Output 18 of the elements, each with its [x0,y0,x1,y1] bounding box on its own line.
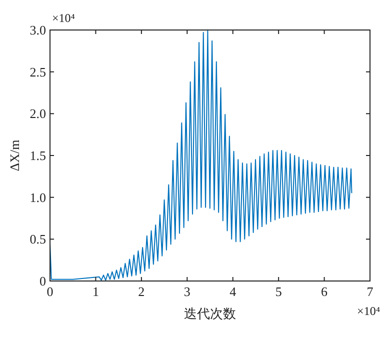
x-tick-label: 6 [321,284,328,299]
y-tick-label: 0.5 [30,232,46,247]
y-tick-label: 0 [40,274,46,288]
x-tick-label: 7 [366,284,374,299]
x-tick-label: 4 [230,284,237,299]
x-tick-label: 5 [275,284,282,299]
x-tick-label: 1 [92,284,99,299]
y-tick-label: 2.5 [30,64,46,80]
text: ×10⁴ [52,11,75,25]
y-tick-label: 3.0 [30,22,46,38]
y-axis-title: ΔX/m [7,140,22,172]
y-tick-label: 1.0 [30,190,46,205]
x-tick-label: 3 [184,284,190,299]
y-tick-label: 1.5 [30,148,46,163]
text: ×10⁴ [357,304,380,318]
y-tick-label: 2.0 [30,106,46,122]
x-axis-title: 迭代次数 [184,306,236,321]
x-tick-label: 2 [138,284,145,299]
